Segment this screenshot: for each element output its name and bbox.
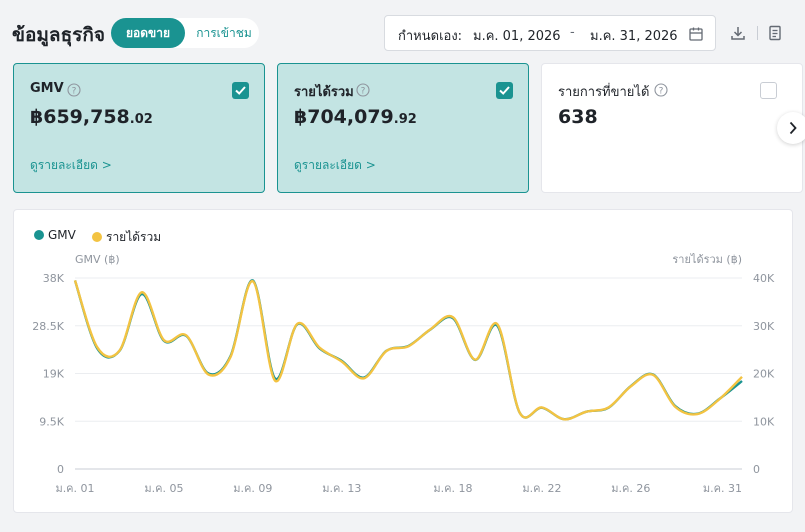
y-tick-left: 0 (57, 463, 64, 476)
date-start: ม.ค. 01, 2026 (473, 29, 561, 44)
header-divider (757, 26, 758, 40)
series-line-revenue (73, 280, 743, 421)
metric-value: ฿704,079.92 (294, 106, 417, 128)
line-chart: GMV (฿) รายได้รวม (฿) 0 0 9.5K 10K 19K 20K 28.5K… (32, 253, 775, 495)
metric-value-decimal: .92 (393, 112, 417, 127)
x-tick-label: ม.ค. 26 (611, 482, 650, 495)
x-tick-label: ม.ค. 01 (55, 482, 94, 495)
tab-traffic[interactable]: การเข้าชม (196, 26, 252, 40)
metric-value-main: ฿704,079 (294, 106, 394, 128)
calendar-icon[interactable] (688, 26, 704, 42)
y-tick-left: 38K (43, 272, 65, 285)
y-tick-left: 19K (43, 368, 65, 381)
metric-value: ฿659,758.02 (30, 106, 153, 128)
page-title: ข้อมูลธุรกิจ (12, 24, 106, 46)
svg-text:?: ? (72, 87, 77, 97)
metric-title: รายได้รวม (294, 85, 354, 100)
metric-checkbox[interactable] (496, 82, 513, 99)
y-axis-right-title: รายได้รวม (฿) (672, 253, 742, 266)
legend-item-revenue[interactable]: รายได้รวม (92, 228, 161, 247)
y-tick-left: 9.5K (39, 415, 64, 428)
date-range-picker[interactable]: กำหนดเอง: ม.ค. 01, 2026 - ม.ค. 31, 2026 (384, 15, 716, 51)
x-tick-label: ม.ค. 31 (703, 482, 742, 495)
y-tick-right: 30K (753, 320, 775, 333)
legend-item-gmv[interactable]: GMV (34, 228, 76, 242)
tab-sales[interactable]: ยอดขาย (111, 18, 185, 48)
metric-value-decimal: .02 (129, 112, 153, 127)
x-tick-label: ม.ค. 18 (433, 482, 472, 495)
metric-card-items-sold[interactable]: รายการที่ขายได้ ? 638 (541, 63, 803, 193)
date-separator: - (570, 25, 575, 40)
chevron-right-icon (789, 121, 797, 135)
download-icon[interactable] (729, 24, 747, 42)
help-icon[interactable]: ? (67, 83, 81, 97)
y-tick-right: 10K (753, 415, 775, 428)
metric-title: GMV (30, 81, 64, 96)
x-tick-label: ม.ค. 13 (322, 482, 361, 495)
document-icon[interactable] (766, 24, 784, 42)
date-end: ม.ค. 31, 2026 (590, 29, 678, 44)
check-icon (235, 86, 246, 95)
view-details-link[interactable]: ดูรายละเอียด > (30, 158, 112, 172)
metric-value-main: ฿659,758 (30, 106, 130, 128)
metric-checkbox[interactable] (232, 82, 249, 99)
metric-checkbox[interactable] (760, 82, 777, 99)
legend-label: รายได้รวม (106, 230, 162, 244)
tab-switcher: ยอดขาย การเข้าชม (111, 18, 259, 48)
y-axis-left-title: GMV (฿) (75, 253, 120, 266)
x-tick-label: ม.ค. 05 (144, 482, 183, 495)
next-cards-button[interactable] (777, 112, 805, 144)
check-icon (499, 86, 510, 95)
metric-value: 638 (558, 106, 598, 128)
series-line-gmv (73, 279, 743, 421)
metric-value-main: 638 (558, 106, 598, 128)
metric-card-gmv[interactable]: GMV ? ฿659,758.02 ดูรายละเอียด > (13, 63, 265, 193)
y-tick-right: 0 (753, 463, 760, 476)
help-icon[interactable]: ? (356, 83, 370, 97)
x-tick-label: ม.ค. 09 (233, 482, 272, 495)
help-icon[interactable]: ? (654, 83, 668, 97)
legend-dot (92, 232, 102, 242)
y-tick-right: 40K (753, 272, 775, 285)
svg-text:?: ? (659, 87, 664, 97)
date-range-label: กำหนดเอง: (398, 29, 463, 44)
svg-text:?: ? (361, 87, 366, 97)
legend-label: GMV (48, 228, 76, 242)
legend-dot (34, 230, 44, 240)
metric-title: รายการที่ขายได้ (558, 85, 650, 100)
y-tick-right: 20K (753, 368, 775, 381)
x-tick-label: ม.ค. 22 (522, 482, 561, 495)
chart-panel: GMV รายได้รวม GMV (฿) รายได้รวม (฿) 0 0 9.5K… (13, 209, 793, 513)
metric-card-revenue[interactable]: รายได้รวม ? ฿704,079.92 ดูรายละเอียด > (277, 63, 529, 193)
view-details-link[interactable]: ดูรายละเอียด > (294, 158, 376, 172)
header-bar: ข้อมูลธุรกิจ ยอดขาย การเข้าชม กำหนดเอง: … (0, 0, 805, 64)
y-tick-left: 28.5K (32, 320, 64, 333)
